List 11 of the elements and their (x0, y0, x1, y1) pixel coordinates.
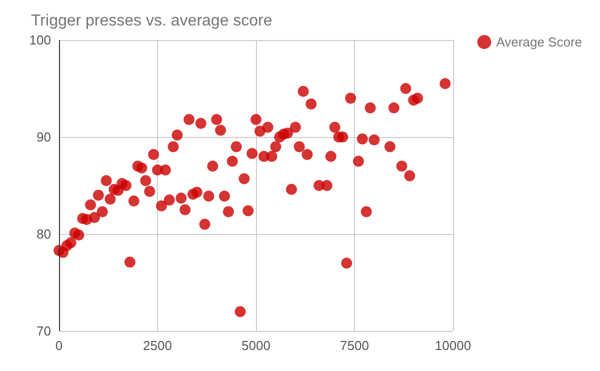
x-tick-label: 7500 (340, 338, 369, 353)
y-tick-label: 100 (29, 32, 51, 48)
legend-label: Average Score (496, 34, 582, 50)
chart-title: Trigger presses vs. average score (31, 12, 272, 30)
x-tick-label: 0 (55, 338, 63, 353)
y-tick-label: 90 (36, 130, 51, 144)
y-tick-label: 80 (36, 226, 51, 242)
y-tick-label: 70 (36, 324, 51, 338)
x-tick-label: 10000 (434, 338, 472, 353)
x-tick-label: 2500 (143, 338, 172, 353)
x-tick-label: 5000 (242, 338, 270, 353)
